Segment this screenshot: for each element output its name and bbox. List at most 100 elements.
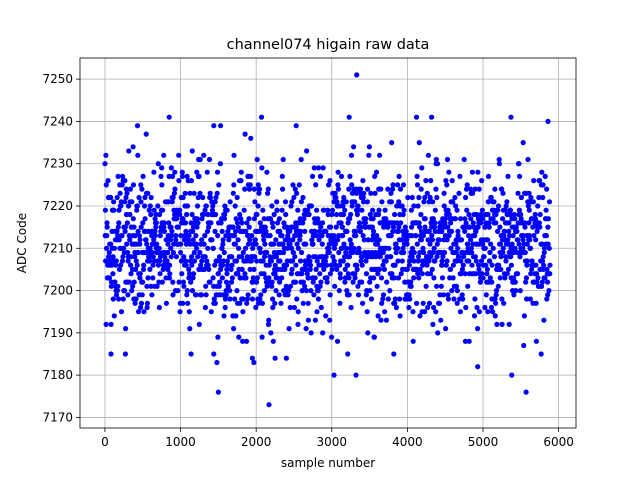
data-point <box>417 249 423 256</box>
data-point <box>333 224 339 230</box>
data-point <box>224 207 230 213</box>
data-point <box>140 173 146 179</box>
data-point <box>156 245 162 251</box>
data-point <box>178 241 184 247</box>
data-point <box>542 275 548 281</box>
data-point <box>443 178 449 184</box>
data-point <box>342 207 348 213</box>
data-point <box>377 152 383 158</box>
data-point <box>249 233 255 239</box>
data-point <box>267 216 274 222</box>
data-point <box>236 245 242 251</box>
data-point <box>134 207 140 213</box>
data-point <box>217 258 223 264</box>
data-point <box>545 241 551 247</box>
data-point <box>489 262 495 268</box>
data-point <box>283 355 289 361</box>
data-point <box>449 288 455 294</box>
data-point <box>408 283 414 289</box>
data-point <box>433 186 439 192</box>
data-point <box>469 262 475 268</box>
data-point <box>168 245 174 251</box>
data-point <box>446 169 452 175</box>
data-point <box>122 228 128 234</box>
data-point <box>269 283 275 289</box>
data-point <box>252 254 258 260</box>
data-point <box>191 271 197 277</box>
data-point <box>328 262 334 268</box>
data-point <box>470 220 476 226</box>
data-point <box>492 186 498 192</box>
data-point <box>184 211 190 218</box>
data-point <box>212 199 218 205</box>
data-point <box>495 203 502 209</box>
data-point <box>170 249 177 256</box>
data-point <box>527 237 533 243</box>
data-point <box>253 279 260 285</box>
data-point <box>530 199 537 205</box>
data-point <box>115 233 121 239</box>
data-point <box>281 220 287 226</box>
data-point <box>475 326 481 332</box>
data-point <box>288 203 294 209</box>
data-point <box>182 220 189 226</box>
data-point <box>272 266 278 272</box>
data-point <box>202 304 208 311</box>
data-point <box>125 203 132 209</box>
data-point <box>380 262 386 268</box>
data-point <box>161 224 167 230</box>
data-point <box>106 254 112 260</box>
data-point <box>473 258 479 264</box>
data-point <box>172 186 178 192</box>
data-point <box>472 233 478 239</box>
data-point <box>481 254 487 260</box>
data-point <box>524 296 530 302</box>
data-point <box>406 304 412 311</box>
data-point <box>376 207 382 213</box>
data-point <box>128 254 134 260</box>
data-point <box>399 203 405 209</box>
data-point <box>316 228 323 234</box>
data-point <box>327 178 333 184</box>
data-point <box>499 186 505 192</box>
data-point <box>267 233 273 239</box>
data-point <box>296 182 302 188</box>
data-point <box>416 220 422 226</box>
data-point <box>416 140 422 146</box>
data-point <box>429 237 436 243</box>
data-point <box>525 156 531 163</box>
data-point <box>240 338 246 344</box>
data-point <box>453 249 459 256</box>
data-point <box>223 279 230 285</box>
data-point <box>115 283 121 289</box>
data-point <box>342 266 348 272</box>
data-point <box>417 266 423 272</box>
data-point <box>520 245 526 251</box>
data-point <box>142 216 148 222</box>
data-point <box>236 334 242 340</box>
x-tick-label: 4000 <box>392 435 423 449</box>
data-point <box>540 266 547 272</box>
data-point <box>230 190 236 196</box>
data-point <box>206 266 212 272</box>
data-point <box>316 237 322 243</box>
data-point <box>189 148 195 154</box>
data-point <box>409 233 415 239</box>
data-point <box>200 194 206 201</box>
data-point <box>246 224 252 230</box>
data-point <box>426 300 433 306</box>
data-point <box>165 249 171 256</box>
data-point <box>496 262 502 268</box>
data-point <box>207 279 213 285</box>
data-point <box>233 216 239 222</box>
data-point <box>102 161 108 167</box>
data-point <box>108 241 114 247</box>
data-point <box>458 271 464 277</box>
data-point <box>212 228 218 234</box>
grid-lines <box>80 58 576 428</box>
data-point <box>106 275 113 281</box>
data-point <box>401 249 407 256</box>
data-point <box>497 275 503 281</box>
data-point <box>505 173 511 179</box>
data-point <box>292 254 298 260</box>
